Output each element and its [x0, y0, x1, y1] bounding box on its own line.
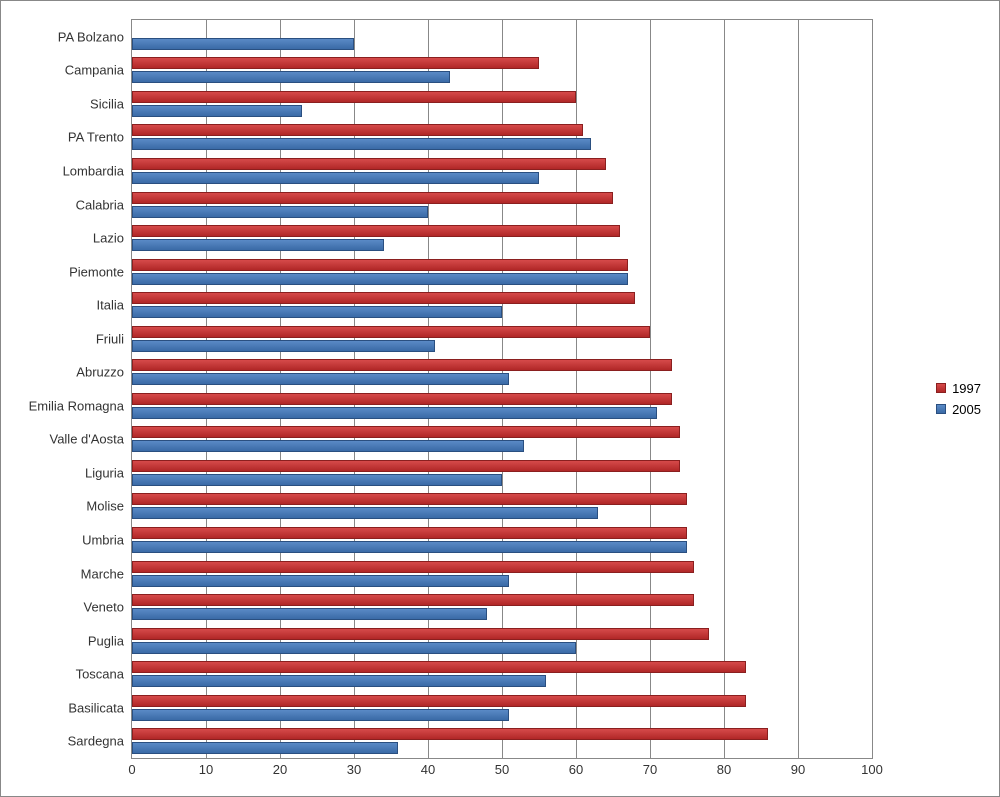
bar-1997	[132, 426, 680, 438]
bar-1997	[132, 192, 613, 204]
gridline	[798, 20, 799, 758]
bar-2005	[132, 440, 524, 452]
y-category-label: PA Bolzano	[58, 29, 124, 44]
plot-area: 0102030405060708090100PA BolzanoCampania…	[131, 19, 873, 759]
x-tick-label: 60	[569, 762, 583, 777]
x-tick-label: 0	[128, 762, 135, 777]
y-category-label: Friuli	[96, 331, 124, 346]
legend-item-1997: 1997	[936, 381, 981, 396]
bar-2005	[132, 474, 502, 486]
bar-1997	[132, 628, 709, 640]
y-category-label: Abruzzo	[76, 365, 124, 380]
legend: 1997 2005	[936, 375, 981, 423]
gridline	[650, 20, 651, 758]
legend-swatch-2005	[936, 404, 946, 414]
y-category-label: Piemonte	[69, 264, 124, 279]
y-category-label: Italia	[97, 298, 124, 313]
x-tick-label: 90	[791, 762, 805, 777]
legend-label-2005: 2005	[952, 402, 981, 417]
bar-1997	[132, 561, 694, 573]
y-category-label: Toscana	[76, 667, 124, 682]
x-tick-label: 20	[273, 762, 287, 777]
y-category-label: Lazio	[93, 231, 124, 246]
bar-2005	[132, 306, 502, 318]
x-tick-label: 30	[347, 762, 361, 777]
bar-1997	[132, 393, 672, 405]
legend-item-2005: 2005	[936, 402, 981, 417]
bar-2005	[132, 38, 354, 50]
bar-2005	[132, 373, 509, 385]
y-category-label: Valle d'Aosta	[49, 432, 124, 447]
x-tick-label: 50	[495, 762, 509, 777]
bar-1997	[132, 91, 576, 103]
bar-1997	[132, 292, 635, 304]
x-tick-label: 100	[861, 762, 883, 777]
bar-1997	[132, 460, 680, 472]
y-category-label: Sardegna	[68, 734, 124, 749]
legend-label-1997: 1997	[952, 381, 981, 396]
y-category-label: Liguria	[85, 465, 124, 480]
y-category-label: Sicilia	[90, 96, 124, 111]
y-category-label: Calabria	[76, 197, 124, 212]
bar-1997	[132, 259, 628, 271]
x-tick-label: 80	[717, 762, 731, 777]
y-category-label: Basilicata	[68, 700, 124, 715]
bar-1997	[132, 225, 620, 237]
legend-swatch-1997	[936, 383, 946, 393]
gridline	[724, 20, 725, 758]
bar-2005	[132, 507, 598, 519]
x-tick-label: 40	[421, 762, 435, 777]
bar-2005	[132, 575, 509, 587]
bar-2005	[132, 206, 428, 218]
bar-2005	[132, 239, 384, 251]
bar-2005	[132, 608, 487, 620]
bar-1997	[132, 158, 606, 170]
bar-1997	[132, 594, 694, 606]
y-category-label: Veneto	[84, 600, 125, 615]
bar-1997	[132, 359, 672, 371]
bar-2005	[132, 273, 628, 285]
y-category-label: Emilia Romagna	[29, 398, 124, 413]
y-category-label: Puglia	[88, 633, 124, 648]
y-category-label: PA Trento	[68, 130, 124, 145]
y-category-label: Campania	[65, 63, 124, 78]
y-category-label: Umbria	[82, 532, 124, 547]
y-category-label: Lombardia	[63, 163, 124, 178]
bar-1997	[132, 527, 687, 539]
bar-2005	[132, 71, 450, 83]
y-category-label: Marche	[81, 566, 124, 581]
x-tick-label: 10	[199, 762, 213, 777]
bar-1997	[132, 493, 687, 505]
bar-2005	[132, 642, 576, 654]
bar-2005	[132, 742, 398, 754]
bar-1997	[132, 326, 650, 338]
bar-2005	[132, 541, 687, 553]
y-category-label: Molise	[86, 499, 124, 514]
bar-2005	[132, 675, 546, 687]
chart-container: 0 10 20 30 40 50 60 70 80 90 100 PA Bolzano Campania…	[0, 0, 1000, 797]
bar-1997	[132, 57, 539, 69]
bar-2005	[132, 340, 435, 352]
bar-2005	[132, 172, 539, 184]
bar-1997	[132, 728, 768, 740]
bar-1997	[132, 124, 583, 136]
bar-1997	[132, 695, 746, 707]
bar-2005	[132, 709, 509, 721]
bar-1997	[132, 661, 746, 673]
x-tick-label: 70	[643, 762, 657, 777]
bar-2005	[132, 407, 657, 419]
bar-2005	[132, 138, 591, 150]
bar-2005	[132, 105, 302, 117]
